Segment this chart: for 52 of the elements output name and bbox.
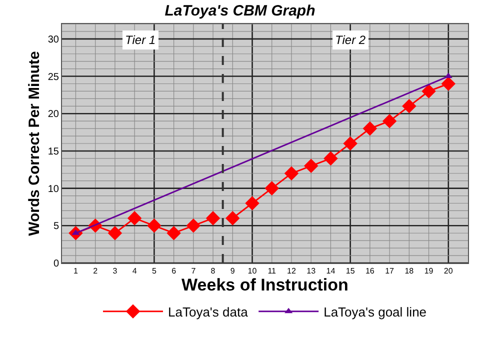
chart-title: LaToya's CBM Graph: [164, 2, 316, 20]
point: [245, 196, 260, 210]
point: [362, 121, 378, 136]
x-tick-label: 7: [191, 266, 196, 276]
point: [166, 226, 181, 240]
legend-label: LaToya's goal line: [324, 304, 427, 320]
point: [186, 218, 201, 233]
x-tick-label: 20: [444, 266, 454, 276]
x-tick-label: 16: [365, 266, 375, 276]
legend-label: LaToya's data: [168, 304, 249, 320]
point: [343, 136, 358, 151]
y-tick-label: 0: [53, 258, 60, 270]
x-tick-label: 11: [268, 266, 277, 276]
point: [147, 218, 162, 233]
x-tick-label: 17: [385, 266, 395, 276]
point: [225, 211, 240, 226]
point: [206, 211, 220, 226]
x-tick-label: 9: [230, 266, 236, 276]
y-tick-label: 5: [53, 221, 60, 232]
x-tick-label: 19: [424, 266, 434, 276]
y-tick-label: 30: [48, 34, 60, 46]
point: [127, 211, 142, 226]
point: [284, 166, 299, 181]
x-tick-label: 14: [326, 266, 336, 276]
point: [108, 226, 122, 240]
point: [304, 158, 318, 174]
x-tick-label: 2: [93, 266, 98, 276]
annotation: Tier 2: [335, 33, 366, 47]
point: [441, 76, 456, 91]
x-tick-label: 8: [210, 266, 216, 276]
x-tick-label: 10: [248, 266, 258, 276]
point: [382, 114, 397, 128]
annotation: Tier 1: [125, 33, 156, 47]
x-tick-label: 6: [172, 266, 177, 276]
x-tick-label: 1: [74, 266, 79, 276]
x-tick-label: 13: [306, 266, 316, 276]
x-axis-title: Weeks of Instruction: [182, 276, 348, 295]
x-tick-label: 3: [112, 266, 118, 276]
point: [402, 99, 416, 114]
y-tick-label: 10: [48, 184, 60, 195]
y-axis-title: Words Correct Per Minute: [26, 51, 44, 236]
point: [264, 181, 280, 196]
y-tick-label: 25: [48, 72, 60, 83]
y-tick-label: 15: [48, 146, 60, 158]
point: [422, 84, 436, 98]
x-tick-label: 15: [346, 266, 356, 276]
y-tick-label: 20: [48, 109, 60, 120]
x-tick-label: 12: [287, 266, 296, 276]
x-tick-label: 5: [152, 266, 157, 276]
point: [324, 151, 338, 166]
x-tick-label: 4: [132, 266, 138, 276]
x-tick-label: 18: [404, 266, 414, 276]
